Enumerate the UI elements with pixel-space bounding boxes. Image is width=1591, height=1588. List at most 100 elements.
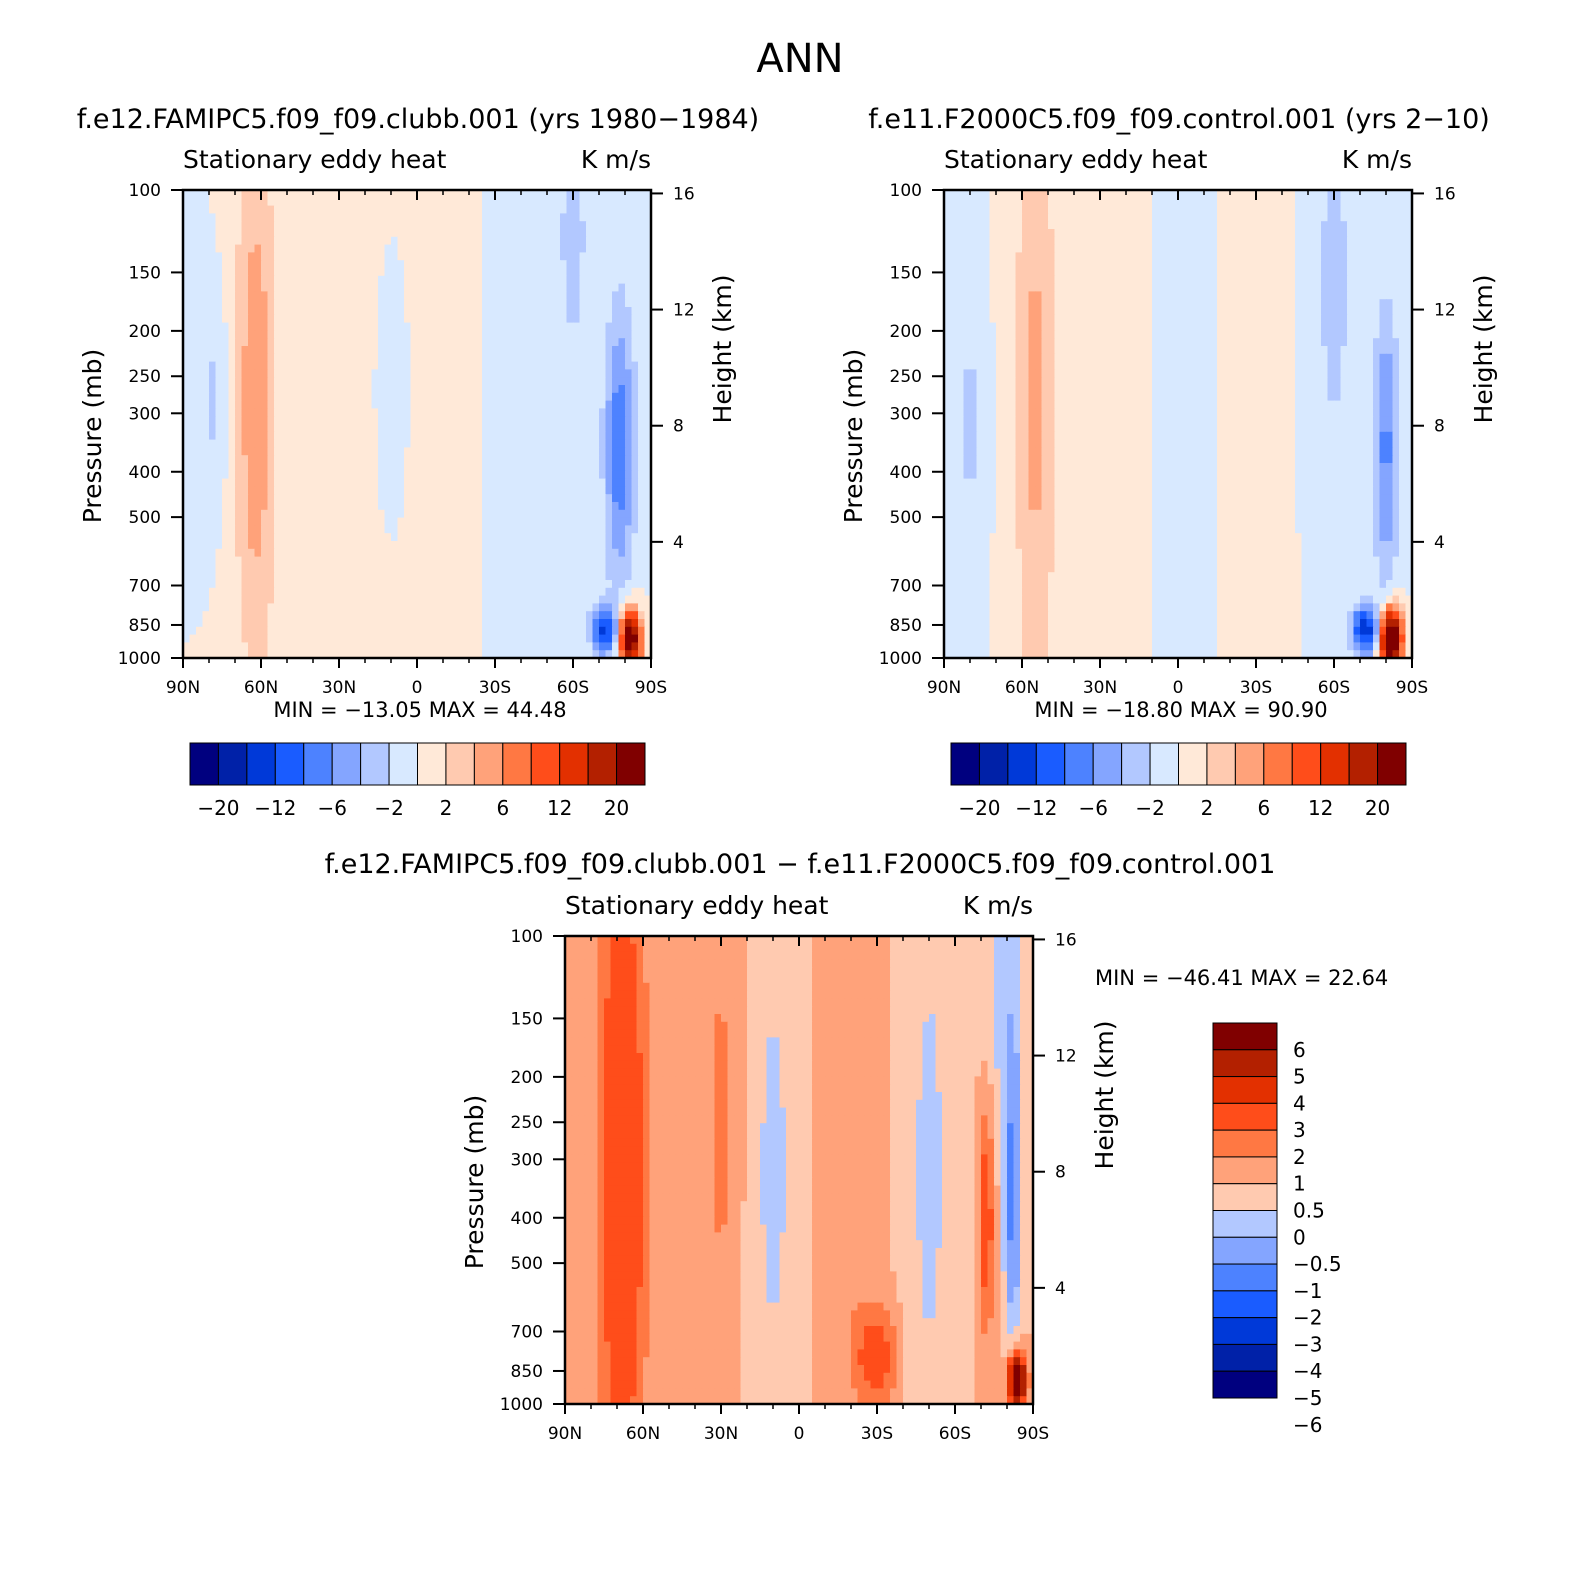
field-cell bbox=[495, 447, 503, 456]
field-cell bbox=[209, 252, 217, 261]
field-cell bbox=[254, 369, 262, 378]
field-cell bbox=[222, 275, 230, 285]
field-cell bbox=[202, 369, 210, 378]
field-cell bbox=[638, 431, 646, 441]
field-cell bbox=[384, 291, 392, 300]
field-cell bbox=[1249, 221, 1257, 230]
field-cell bbox=[547, 556, 555, 565]
field-cell bbox=[1165, 229, 1173, 238]
field-cell bbox=[280, 478, 288, 487]
field-cell bbox=[1093, 229, 1101, 238]
field-cell bbox=[300, 252, 308, 261]
field-cell bbox=[1347, 221, 1355, 230]
field-cell bbox=[547, 392, 555, 402]
field-cell bbox=[339, 330, 347, 339]
field-cell bbox=[1087, 244, 1095, 253]
field-cell bbox=[605, 260, 613, 269]
field-cell bbox=[638, 322, 646, 331]
field-cell bbox=[209, 494, 217, 503]
field-cell bbox=[599, 244, 607, 253]
field-cell bbox=[638, 548, 646, 558]
field-cell bbox=[983, 221, 991, 230]
field-cell bbox=[573, 595, 581, 604]
field-cell bbox=[222, 494, 230, 503]
field-cell bbox=[384, 338, 392, 347]
field-cell bbox=[631, 353, 639, 363]
field-cell bbox=[1308, 197, 1316, 207]
field-cell bbox=[254, 408, 262, 417]
field-cell bbox=[586, 650, 594, 659]
field-cell bbox=[378, 517, 386, 526]
field-cell bbox=[436, 260, 444, 269]
field-cell bbox=[339, 221, 347, 230]
field-cell bbox=[449, 580, 457, 589]
field-cell bbox=[430, 525, 438, 534]
field-cell bbox=[423, 205, 431, 214]
field-cell bbox=[501, 517, 509, 526]
field-cell bbox=[417, 229, 425, 238]
field-cell bbox=[475, 408, 483, 417]
field-cell bbox=[183, 314, 191, 324]
field-cell bbox=[202, 275, 210, 285]
field-cell bbox=[384, 455, 392, 464]
field-cell bbox=[566, 291, 574, 300]
field-cell bbox=[521, 314, 529, 324]
field-cell bbox=[313, 400, 321, 409]
field-cell bbox=[384, 299, 392, 308]
field-cell bbox=[592, 322, 600, 331]
field-cell bbox=[235, 556, 243, 565]
field-cell bbox=[521, 236, 529, 246]
field-cell bbox=[228, 369, 236, 378]
field-cell bbox=[1080, 197, 1088, 207]
field-cell bbox=[293, 252, 301, 261]
field-cell bbox=[209, 463, 217, 472]
field-cell bbox=[1113, 213, 1121, 222]
field-cell bbox=[612, 650, 620, 659]
field-cell bbox=[430, 455, 438, 464]
field-cell bbox=[1126, 190, 1134, 199]
field-cell bbox=[638, 236, 646, 246]
field-cell bbox=[423, 377, 431, 386]
field-cell bbox=[300, 338, 308, 347]
field-cell bbox=[599, 541, 607, 550]
field-cell bbox=[319, 439, 327, 448]
y2-tick-label: 8 bbox=[673, 417, 684, 437]
field-cell bbox=[625, 361, 633, 370]
field-cell bbox=[475, 392, 483, 402]
field-cell bbox=[397, 385, 405, 394]
field-cell bbox=[644, 486, 652, 495]
field-cell bbox=[352, 338, 360, 347]
field-cell bbox=[358, 213, 366, 222]
field-cell bbox=[449, 525, 457, 534]
field-cell bbox=[241, 190, 249, 199]
field-cell bbox=[189, 392, 197, 402]
field-cell bbox=[644, 463, 652, 472]
field-cell bbox=[313, 221, 321, 230]
field-cell bbox=[183, 580, 191, 589]
field-cell bbox=[436, 517, 444, 526]
field-cell bbox=[521, 229, 529, 238]
field-cell bbox=[547, 619, 555, 628]
field-cell bbox=[352, 385, 360, 394]
field-cell bbox=[482, 541, 490, 550]
field-cell bbox=[527, 377, 535, 386]
field-cell bbox=[566, 322, 574, 331]
field-cell bbox=[274, 291, 282, 300]
field-cell bbox=[183, 322, 191, 331]
field-cell bbox=[534, 525, 542, 534]
field-cell bbox=[534, 517, 542, 526]
field-cell bbox=[371, 190, 379, 199]
field-cell bbox=[579, 369, 587, 378]
field-cell bbox=[547, 252, 555, 261]
field-cell bbox=[638, 619, 646, 628]
field-cell bbox=[1093, 221, 1101, 230]
field-cell bbox=[625, 377, 633, 386]
field-cell bbox=[339, 619, 347, 628]
field-cell bbox=[534, 424, 542, 433]
field-cell bbox=[514, 330, 522, 339]
field-cell bbox=[261, 447, 269, 456]
field-cell bbox=[534, 229, 542, 238]
field-cell bbox=[625, 252, 633, 261]
field-cell bbox=[410, 221, 418, 230]
field-cell bbox=[300, 221, 308, 230]
